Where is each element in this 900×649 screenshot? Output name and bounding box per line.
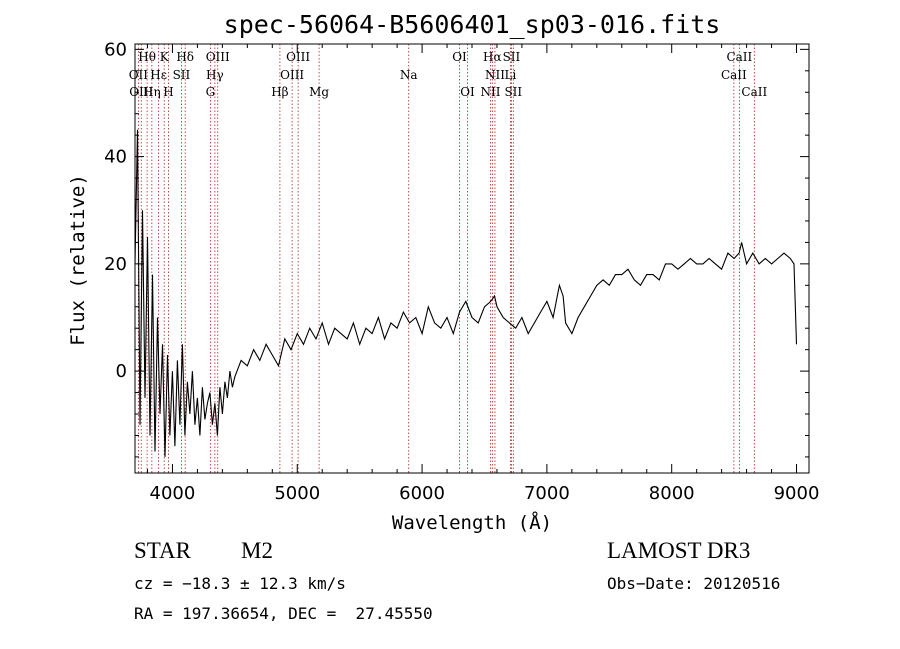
- line-label-row3-4: Hβ: [271, 85, 288, 99]
- x-tick-label-0: 4000: [150, 483, 196, 504]
- object-class: STAR: [134, 538, 191, 563]
- line-label-row1-1: K: [160, 50, 170, 64]
- line-label-row3-9: CaII: [741, 85, 767, 99]
- chart-title: spec-56064-B5606401_sp03-016.fits: [224, 10, 721, 39]
- x-tick-label-5: 9000: [774, 483, 820, 504]
- line-label-row2-6: NII: [485, 68, 505, 82]
- y-tick-label-0: 0: [116, 361, 127, 382]
- x-tick-label-2: 6000: [399, 483, 445, 504]
- line-label-row2-4: OIII: [280, 68, 304, 82]
- line-label-row2-3: Hγ: [206, 68, 224, 82]
- axis-ticks: 4000 5000 6000 7000 8000 9000 0 20 40 60: [104, 39, 819, 504]
- line-label-row3-6: OI: [460, 85, 475, 99]
- line-label-row2-8: CaII: [721, 68, 747, 82]
- x-tick-label-3: 7000: [524, 483, 570, 504]
- spectrum-line: [134, 129, 798, 457]
- plot-frame: [134, 43, 810, 474]
- line-label-row3-8: SII: [504, 85, 522, 99]
- line-label-row2-1: Hε: [150, 68, 167, 82]
- y-tick-label-3: 60: [104, 39, 127, 60]
- line-label-row3-3: G: [206, 85, 216, 99]
- x-tick-label-4: 8000: [649, 483, 695, 504]
- redshift-cz: cz = −18.3 ± 12.3 km/s: [134, 574, 346, 593]
- line-label-row2-5: Na: [400, 68, 418, 82]
- object-subclass: M2: [241, 538, 273, 563]
- line-label-row3-5: Mg: [309, 85, 329, 99]
- y-axis-label: Flux (relative): [67, 174, 89, 346]
- coordinates: RA = 197.36654, DEC = 27.45550: [134, 604, 433, 623]
- line-label-row2-2: SII: [173, 68, 191, 82]
- line-label-row1-7: SII: [503, 50, 521, 64]
- y-tick-label-1: 20: [104, 254, 127, 275]
- line-label-row1-0: Hθ: [138, 50, 156, 64]
- line-label-row3-2: H: [163, 85, 173, 99]
- x-axis-label: Wavelength (Å): [392, 511, 552, 534]
- line-label-row1-6: Hα: [483, 50, 502, 64]
- line-label-row3-7: NII: [480, 85, 500, 99]
- line-label-row1-8: CaII: [726, 50, 752, 64]
- survey-name: LAMOST DR3: [607, 538, 751, 563]
- line-label-row2-7: Li: [505, 68, 517, 82]
- line-label-row1-4: OIII: [286, 50, 310, 64]
- obs-date: Obs−Date: 20120516: [607, 574, 781, 593]
- line-label-row3-1: Hη: [143, 85, 161, 99]
- y-tick-label-2: 40: [104, 147, 127, 168]
- x-tick-label-1: 5000: [274, 483, 320, 504]
- line-label-row1-2: Hδ: [176, 50, 194, 64]
- line-label-row1-3: OIII: [206, 50, 230, 64]
- line-label-row2-0: OII: [129, 68, 149, 82]
- spectral-line-markers: [137, 44, 755, 473]
- line-label-row1-5: OI: [452, 50, 467, 64]
